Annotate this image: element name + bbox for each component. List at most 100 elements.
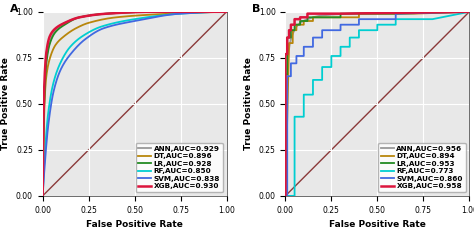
- SVM,AUC=0.860: [293, 62, 299, 65]
- XGB,AUC=0.930: [127, 11, 133, 14]
- DT,AUC=0.894: [301, 23, 307, 26]
- LR,AUC=0.953: [283, 73, 288, 76]
- SVM,AUC=0.860: [319, 36, 325, 39]
- ANN,AUC=0.929: [127, 11, 133, 14]
- LR,AUC=0.928: [191, 10, 197, 13]
- ANN,AUC=0.956: [371, 11, 377, 14]
- LR,AUC=0.953: [292, 23, 297, 26]
- SVM,AUC=0.860: [337, 29, 343, 32]
- RF,AUC=0.773: [393, 18, 399, 21]
- SVM,AUC=0.860: [301, 55, 307, 57]
- XGB,AUC=0.958: [292, 18, 297, 21]
- SVM,AUC=0.860: [288, 62, 294, 65]
- RF,AUC=0.773: [347, 36, 353, 39]
- SVM,AUC=0.860: [337, 23, 343, 26]
- RF,AUC=0.773: [328, 66, 334, 68]
- DT,AUC=0.894: [293, 29, 299, 32]
- LR,AUC=0.953: [393, 12, 399, 15]
- DT,AUC=0.894: [310, 20, 316, 22]
- XGB,AUC=0.930: [139, 11, 145, 13]
- XGB,AUC=0.930: [150, 10, 156, 13]
- RF,AUC=0.773: [356, 29, 362, 32]
- XGB,AUC=0.958: [297, 16, 303, 19]
- DT,AUC=0.894: [293, 23, 299, 26]
- ANN,AUC=0.956: [283, 194, 288, 197]
- RF,AUC=0.773: [292, 194, 297, 197]
- XGB,AUC=0.958: [305, 16, 310, 19]
- SVM,AUC=0.838: [127, 21, 133, 23]
- X-axis label: False Positive Rate: False Positive Rate: [86, 220, 183, 229]
- RF,AUC=0.773: [356, 36, 362, 39]
- LR,AUC=0.928: [127, 11, 133, 14]
- RF,AUC=0.773: [301, 115, 307, 118]
- RF,AUC=0.773: [319, 66, 325, 68]
- SVM,AUC=0.860: [356, 23, 362, 26]
- ANN,AUC=0.956: [434, 10, 439, 13]
- DT,AUC=0.894: [356, 16, 362, 19]
- Line: RF,AUC=0.850: RF,AUC=0.850: [43, 12, 227, 196]
- XGB,AUC=0.958: [337, 12, 343, 15]
- XGB,AUC=0.958: [283, 53, 288, 55]
- RF,AUC=0.850: [128, 18, 134, 21]
- ANN,AUC=0.956: [466, 10, 472, 13]
- ANN,AUC=0.929: [40, 194, 46, 197]
- XGB,AUC=0.930: [224, 10, 229, 13]
- ANN,AUC=0.956: [462, 10, 468, 13]
- DT,AUC=0.894: [286, 42, 292, 45]
- DT,AUC=0.894: [290, 42, 296, 45]
- ANN,AUC=0.956: [392, 10, 398, 13]
- RF,AUC=0.850: [149, 15, 155, 18]
- Legend: ANN,AUC=0.956, DT,AUC=0.894, LR,AUC=0.953, RF,AUC=0.773, SVM,AUC=0.860, XGB,AUC=: ANN,AUC=0.956, DT,AUC=0.894, LR,AUC=0.95…: [378, 143, 465, 192]
- Line: DT,AUC=0.896: DT,AUC=0.896: [43, 12, 227, 196]
- RF,AUC=0.773: [337, 55, 343, 57]
- DT,AUC=0.894: [411, 12, 417, 15]
- SVM,AUC=0.838: [149, 16, 155, 19]
- XGB,AUC=0.958: [288, 23, 294, 26]
- LR,AUC=0.953: [292, 29, 297, 32]
- LR,AUC=0.953: [297, 23, 303, 26]
- XGB,AUC=0.958: [286, 36, 292, 39]
- ANN,AUC=0.929: [219, 10, 225, 13]
- Y-axis label: True Positive Rate: True Positive Rate: [244, 57, 253, 150]
- SVM,AUC=0.860: [284, 75, 290, 78]
- Legend: ANN,AUC=0.929, DT,AUC=0.896, LR,AUC=0.928, RF,AUC=0.850, SVM,AUC=0.838, XGB,AUC=: ANN,AUC=0.929, DT,AUC=0.896, LR,AUC=0.92…: [136, 143, 223, 192]
- DT,AUC=0.894: [283, 194, 288, 197]
- DT,AUC=0.896: [128, 15, 134, 17]
- LR,AUC=0.953: [284, 73, 290, 76]
- ANN,AUC=0.929: [149, 10, 155, 13]
- DT,AUC=0.894: [290, 29, 296, 32]
- XGB,AUC=0.958: [297, 18, 303, 21]
- RF,AUC=0.773: [292, 115, 297, 118]
- DT,AUC=0.896: [219, 10, 225, 13]
- LR,AUC=0.928: [128, 11, 134, 14]
- XGB,AUC=0.958: [283, 194, 288, 197]
- SVM,AUC=0.838: [224, 10, 229, 13]
- XGB,AUC=0.930: [191, 10, 197, 13]
- Line: DT,AUC=0.894: DT,AUC=0.894: [285, 12, 469, 196]
- XGB,AUC=0.930: [40, 194, 46, 197]
- Text: B: B: [252, 4, 261, 14]
- ANN,AUC=0.929: [128, 11, 134, 14]
- SVM,AUC=0.860: [301, 45, 307, 48]
- SVM,AUC=0.860: [284, 194, 290, 197]
- Line: XGB,AUC=0.930: XGB,AUC=0.930: [43, 12, 227, 196]
- XGB,AUC=0.930: [128, 11, 134, 14]
- DT,AUC=0.894: [356, 12, 362, 15]
- LR,AUC=0.953: [337, 12, 343, 15]
- LR,AUC=0.953: [288, 36, 294, 39]
- XGB,AUC=0.958: [466, 10, 472, 13]
- DT,AUC=0.896: [224, 10, 229, 13]
- SVM,AUC=0.860: [393, 12, 399, 15]
- RF,AUC=0.773: [393, 23, 399, 26]
- LR,AUC=0.928: [150, 10, 156, 13]
- LR,AUC=0.928: [139, 11, 145, 13]
- RF,AUC=0.850: [127, 18, 133, 21]
- RF,AUC=0.773: [328, 55, 334, 57]
- XGB,AUC=0.958: [292, 23, 297, 26]
- DT,AUC=0.894: [301, 20, 307, 22]
- LR,AUC=0.928: [149, 10, 155, 13]
- XGB,AUC=0.958: [305, 12, 310, 15]
- SVM,AUC=0.860: [310, 36, 316, 39]
- RF,AUC=0.773: [337, 45, 343, 48]
- LR,AUC=0.953: [305, 16, 310, 19]
